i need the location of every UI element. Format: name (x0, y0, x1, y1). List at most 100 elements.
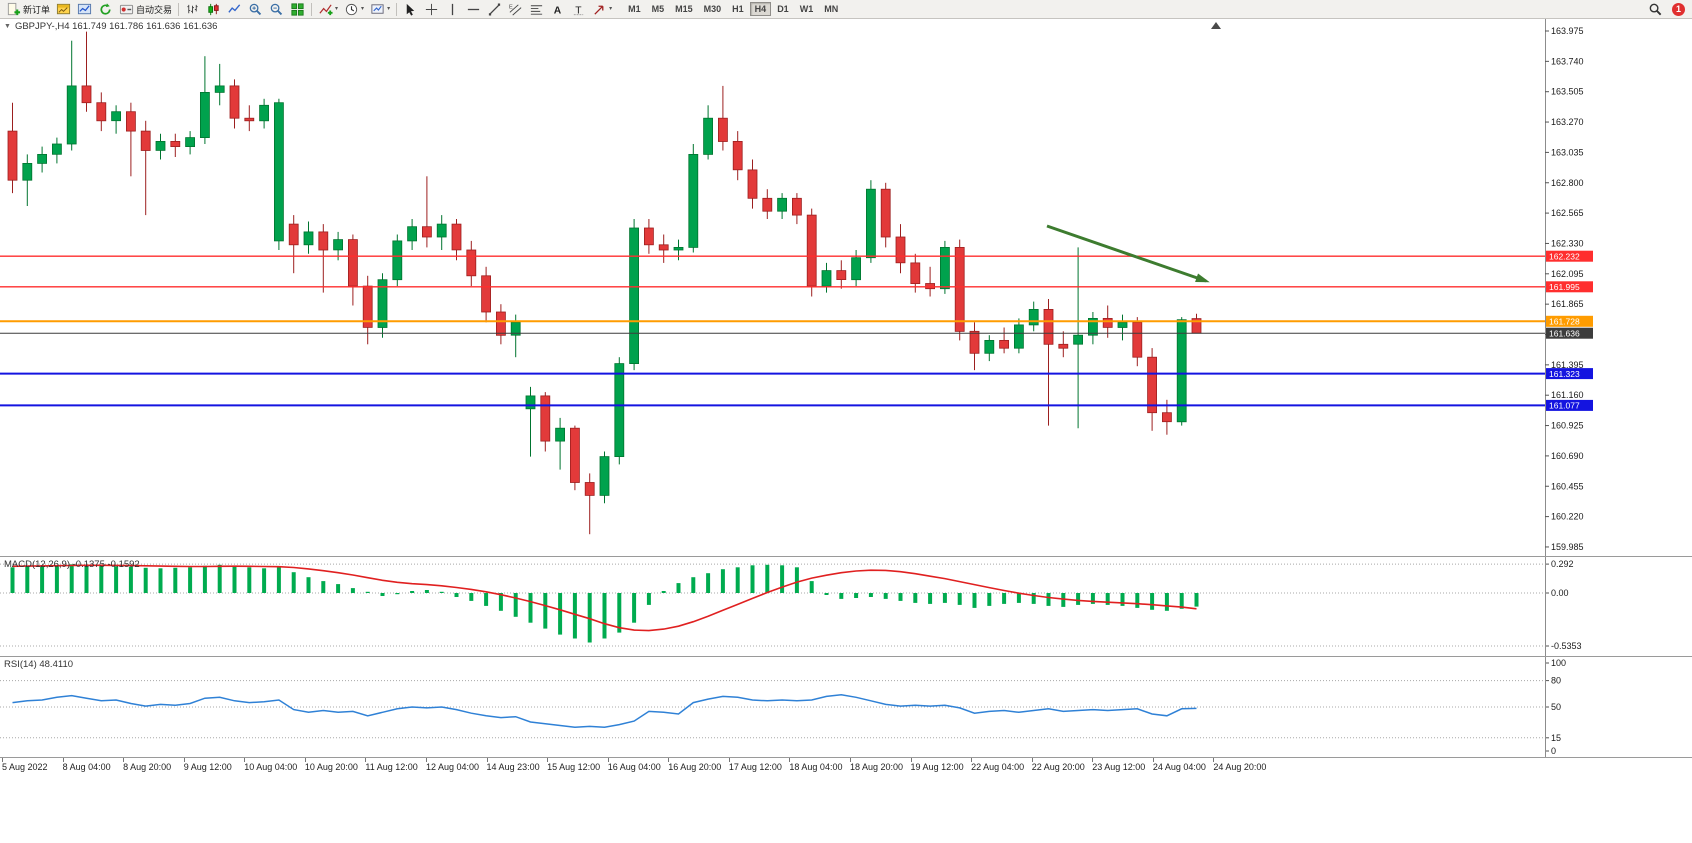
timeframe-button-M5[interactable]: M5 (647, 2, 670, 16)
vertical-line-tool-button[interactable] (442, 1, 463, 17)
tile-windows-button[interactable] (287, 1, 308, 17)
macd-title: MACD(12,26,9) -0.1375 -0.1592 (4, 559, 140, 570)
arrow-object-button[interactable]: ▾ (589, 1, 615, 17)
zoom-out-icon (270, 3, 283, 15)
refresh-button[interactable] (95, 1, 116, 17)
time-label: 15 Aug 12:00 (547, 762, 601, 772)
candlestick-chart-button[interactable] (203, 1, 224, 17)
new-order-icon (7, 2, 21, 15)
svg-text:0.00: 0.00 (1551, 588, 1569, 598)
time-label: 10 Aug 20:00 (304, 762, 358, 772)
svg-text:162.565: 162.565 (1551, 208, 1584, 218)
zoom-in-button[interactable] (245, 1, 266, 17)
trendline-tool-button[interactable] (484, 1, 505, 17)
svg-text:161.865: 161.865 (1551, 299, 1584, 309)
main-chart[interactable]: 163.975 163.740 163.505 163.270 163.035 162.8… (0, 19, 1692, 556)
svg-text:162.232: 162.232 (1549, 251, 1580, 261)
svg-text:100: 100 (1551, 658, 1566, 668)
chart-window-button[interactable] (53, 1, 74, 17)
svg-text:163.975: 163.975 (1551, 26, 1584, 36)
text-tool-button[interactable]: A (547, 1, 568, 17)
time-label: 22 Aug 20:00 (1031, 762, 1085, 772)
time-label: 22 Aug 04:00 (971, 762, 1025, 772)
new-order-label: 新订单 (23, 4, 51, 15)
notification-badge[interactable]: 1 (1672, 2, 1685, 16)
auto-trading-button[interactable]: 自动交易 (116, 1, 175, 17)
time-tick (1031, 758, 1033, 762)
rsi-panel: 100 80 50 15 0 RSI(14) 48.4110 (0, 657, 1692, 758)
timeframe-group: M1 M5 M15 M30 H1 H4 D1 W1 MN (623, 2, 843, 16)
cursor-tool-button[interactable] (400, 1, 421, 17)
time-label: 9 Aug 12:00 (183, 762, 232, 772)
toolbar-right-group: 1 (1645, 1, 1689, 17)
timeframe-button-M15[interactable]: M15 (670, 2, 698, 16)
indicators-icon (319, 3, 333, 15)
bar-chart-button[interactable] (182, 1, 203, 17)
time-tick (183, 758, 185, 762)
rsi-chart[interactable]: 100 80 50 15 0 (0, 657, 1692, 757)
dropdown-caret-icon: ▾ (335, 6, 339, 12)
svg-text:T: T (575, 5, 582, 16)
time-tick (2, 758, 3, 762)
clock-icon (345, 3, 358, 15)
svg-text:160.690: 160.690 (1551, 451, 1584, 461)
time-axis[interactable]: 5 Aug 2022 8 Aug 04:00 8 Aug 20:00 9 Aug 12… (0, 758, 1692, 843)
profiles-button[interactable] (74, 1, 95, 17)
time-label: 16 Aug 04:00 (607, 762, 661, 772)
timeframe-button-D1[interactable]: D1 (772, 2, 794, 16)
cursor-icon (406, 3, 415, 16)
fibonacci-tool-button[interactable] (526, 1, 547, 17)
bar-chart-icon (187, 4, 198, 13)
timeframe-button-H1[interactable]: H1 (727, 2, 749, 16)
time-label: 16 Aug 20:00 (668, 762, 722, 772)
svg-text:161.728: 161.728 (1549, 317, 1580, 327)
timeframe-button-M30[interactable]: M30 (699, 2, 727, 16)
time-tick (910, 758, 912, 762)
chart-title-bar: ▼ GBPJPY-,H4 161.749 161.786 161.636 161… (4, 21, 217, 32)
vertical-line-icon (451, 3, 454, 15)
equidistant-channel-icon: E (509, 3, 522, 15)
time-tick (607, 758, 609, 762)
toolbar-separator (178, 2, 180, 16)
text-tool-icon: A (554, 5, 562, 16)
macd-signal-line (12, 564, 1197, 632)
time-tick (789, 758, 791, 762)
rsi-title-bar: RSI(14) 48.4110 (4, 659, 73, 670)
indicators-button[interactable]: ▾ (315, 1, 341, 17)
crosshair-icon (425, 3, 438, 15)
svg-text:162.800: 162.800 (1551, 178, 1584, 188)
channel-tool-button[interactable]: E (505, 1, 526, 17)
time-label: 17 Aug 12:00 (728, 762, 782, 772)
svg-text:161.323: 161.323 (1549, 369, 1580, 379)
line-chart-button[interactable] (224, 1, 245, 17)
symbol-dropdown-icon[interactable]: ▼ (4, 23, 11, 30)
periods-button[interactable]: ▾ (341, 1, 367, 17)
trend-arrow-annotation[interactable] (1046, 224, 1210, 283)
scroll-to-end-marker[interactable] (1211, 22, 1221, 29)
arrow-object-icon (594, 5, 604, 15)
dropdown-caret-icon: ▾ (361, 6, 365, 12)
new-order-button[interactable]: 新订单 (3, 1, 53, 17)
refresh-icon (100, 2, 111, 15)
horizontal-line-tool-button[interactable] (463, 1, 484, 17)
search-button[interactable] (1645, 1, 1666, 17)
zoom-out-button[interactable] (266, 1, 287, 17)
svg-text:0: 0 (1551, 746, 1556, 756)
svg-text:80: 80 (1551, 676, 1561, 686)
horizontal-level-lines[interactable] (0, 255, 1545, 407)
timeframe-button-H4[interactable]: H4 (749, 2, 772, 16)
time-label: 24 Aug 20:00 (1213, 762, 1267, 772)
timeframe-button-M1[interactable]: M1 (623, 2, 646, 16)
crosshair-tool-button[interactable] (421, 1, 442, 17)
templates-button[interactable]: ▾ (367, 1, 393, 17)
label-tool-button[interactable]: T (568, 1, 589, 17)
svg-text:161.395: 161.395 (1551, 360, 1584, 370)
main-chart-panel: 163.975 163.740 163.505 163.270 163.035 162.8… (0, 19, 1692, 557)
timeframe-button-MN[interactable]: MN (819, 2, 843, 16)
chart-title: GBPJPY-,H4 161.749 161.786 161.636 161.6… (14, 21, 218, 32)
timeframe-button-W1[interactable]: W1 (795, 2, 819, 16)
tile-windows-icon (291, 2, 304, 16)
fibonacci-icon (530, 4, 543, 15)
macd-chart[interactable]: 0.292 0.00 -0.5353 (0, 557, 1692, 656)
